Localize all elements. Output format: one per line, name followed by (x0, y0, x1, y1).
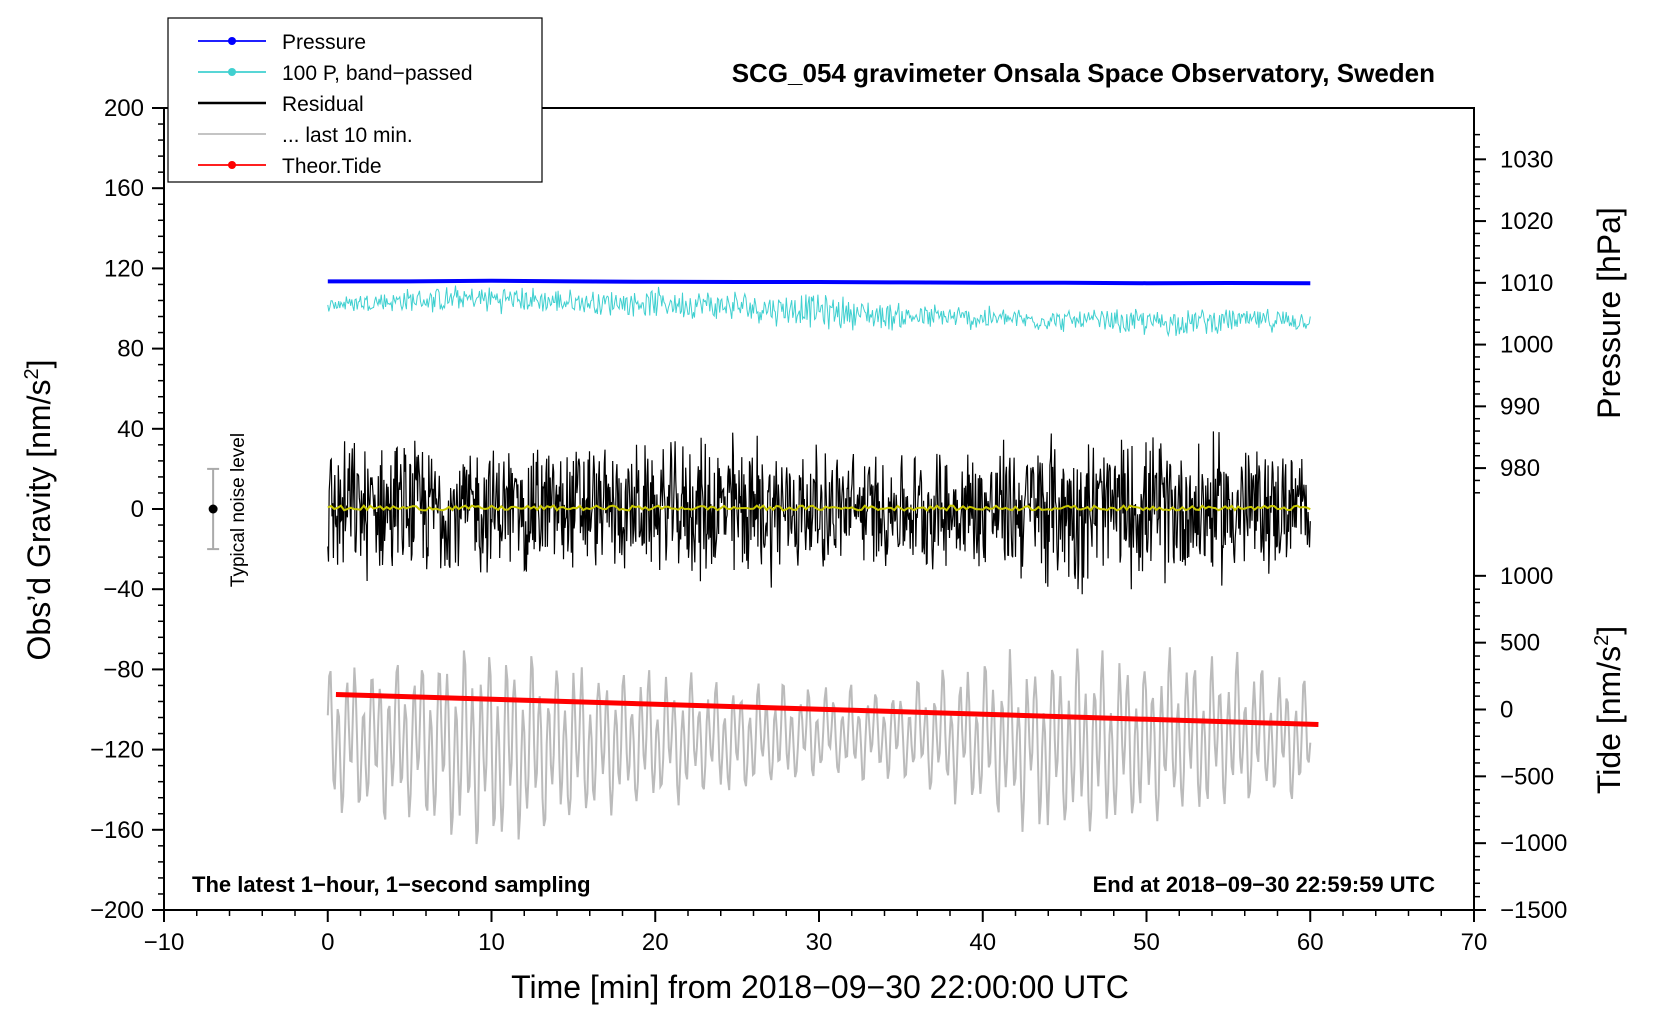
y-tick-label: −80 (103, 656, 144, 683)
legend-label: ... last 10 min. (282, 124, 413, 147)
x-tick-label: 70 (1461, 929, 1488, 956)
series-residual-smoothed (327, 504, 1311, 512)
tide-tick-label: 0 (1500, 697, 1513, 724)
series-theoretical-tide (335, 691, 1319, 728)
y-axis-label-pressure: Pressure [hPa] (1591, 207, 1627, 419)
y-axis-label-gravity-sup: 2 (21, 368, 43, 379)
x-tick-label: 60 (1297, 929, 1324, 956)
x-tick-label: 10 (478, 929, 505, 956)
x-axis-label: Time [min] from 2018−09−30 22:00:00 UTC (511, 969, 1129, 1005)
y-tick-label: 120 (104, 255, 144, 282)
pressure-axis-ticks: 1030 1020 1010 1000 990 980 (1474, 133, 1553, 494)
series-residual (327, 431, 1311, 595)
y-axis-label-tide-text: Tide [nm/s (1591, 646, 1627, 794)
typical-noise-marker (207, 467, 220, 551)
legend-label: Pressure (282, 31, 366, 54)
tide-tick-label: −1500 (1500, 897, 1567, 924)
legend-marker (228, 161, 236, 169)
pressure-tick-label: 980 (1500, 455, 1540, 482)
y-tick-label: −200 (90, 897, 144, 924)
series-pressure-bandpassed (327, 285, 1311, 338)
legend-label: Residual (282, 93, 364, 116)
footer-left-annotation: The latest 1−hour, 1−second sampling (192, 872, 591, 897)
pressure-tick-label: 1020 (1500, 208, 1553, 235)
series-pressure (327, 278, 1311, 286)
x-tick-label: 0 (321, 929, 334, 956)
x-tick-label: 40 (969, 929, 996, 956)
legend-marker (228, 37, 236, 45)
legend-box (167, 17, 543, 183)
noise-level-label: Typical noise level (228, 433, 249, 587)
y-tick-label: −120 (90, 737, 144, 764)
footer-right-annotation: End at 2018−09−30 22:59:59 UTC (1093, 872, 1436, 897)
y-axis-label-gravity-end: ] (21, 360, 57, 369)
y-axis-label-tide-end: ] (1591, 626, 1627, 635)
pressure-tick-label: 1010 (1500, 270, 1553, 297)
tide-tick-label: −1000 (1500, 830, 1567, 857)
chart-title: SCG_054 gravimeter Onsala Space Observat… (732, 58, 1435, 88)
y-tick-label: −160 (90, 817, 144, 844)
tide-tick-label: −500 (1500, 763, 1554, 790)
y-axis-label-gravity-text: Obs’d Gravity [nm/s (21, 380, 57, 661)
series-layer (326, 278, 1319, 845)
legend: Pressure 100 P, band−passed Residual ... la… (167, 17, 543, 183)
x-tick-label: 20 (642, 929, 669, 956)
x-axis-ticks: −10 0 10 20 30 40 50 60 70 (144, 910, 1488, 956)
y-tick-label: 0 (131, 496, 144, 523)
y-axis-label-gravity: Obs’d Gravity [nm/s2] (21, 360, 57, 661)
x-tick-label: 30 (806, 929, 833, 956)
tide-axis-ticks: 1000 500 0 −500 −1000 −1500 (1474, 563, 1567, 924)
y-tick-label: −40 (103, 576, 144, 603)
legend-label: Theor.Tide (282, 155, 382, 178)
y-tick-label: 80 (117, 336, 144, 363)
tide-tick-label: 1000 (1500, 563, 1553, 590)
y-axis-label-tide-sup: 2 (1591, 635, 1613, 646)
x-tick-label: 50 (1133, 929, 1160, 956)
pressure-tick-label: 990 (1500, 393, 1540, 420)
y-axis-label-tide: Tide [nm/s2] (1591, 626, 1627, 794)
pressure-tick-label: 1000 (1500, 332, 1553, 359)
pressure-tick-label: 1030 (1500, 146, 1553, 173)
noise-point (208, 504, 218, 514)
legend-marker (228, 68, 236, 76)
legend-label: 100 P, band−passed (282, 62, 473, 85)
y-tick-label: 160 (104, 175, 144, 202)
y-tick-label: 40 (117, 416, 144, 443)
x-tick-label: −10 (144, 929, 185, 956)
y-axis-ticks: 200 160 120 80 40 0 −40 −80 −120 −160 −200 (90, 95, 164, 924)
series-last-10-min (326, 647, 1312, 845)
tide-tick-label: 500 (1500, 630, 1540, 657)
y-tick-label: 200 (104, 95, 144, 122)
